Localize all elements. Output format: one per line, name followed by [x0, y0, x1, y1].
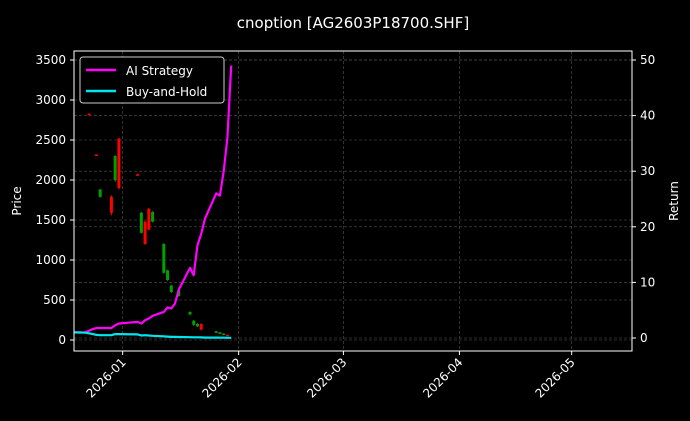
y-tick-label-left: 2500	[35, 133, 66, 147]
candle-body	[199, 324, 203, 330]
y-axis-left-ticks: 0 500 1000 1500 2000 2500 3000 3500	[35, 53, 74, 347]
axes-frame	[73, 50, 633, 352]
legend-buy-and-hold-label: Buy-and-Hold	[126, 85, 207, 99]
y-tick-label-right: 0	[640, 331, 648, 345]
y-tick-label-left: 2000	[35, 173, 66, 187]
return-lines	[73, 65, 233, 339]
candle-body	[98, 189, 102, 197]
y-tick-label-left: 1000	[35, 253, 66, 267]
y-tick-label-right: 40	[640, 109, 655, 123]
buy-and-hold-line	[73, 331, 232, 339]
candle-body	[136, 174, 140, 176]
y-tick-label-right: 10	[640, 275, 655, 289]
candlestick-series	[87, 113, 229, 337]
candle-body	[195, 324, 199, 327]
y-tick-label-left: 3500	[35, 53, 66, 67]
candle-body	[218, 332, 222, 334]
candle-body	[113, 156, 117, 180]
candle-body	[151, 212, 155, 222]
candle-body	[109, 196, 113, 213]
y-axis-right-ticks: 0 10 20 30 40 50	[632, 53, 655, 345]
candle-body	[188, 312, 192, 315]
y-tick-label-right: 30	[640, 164, 655, 178]
candle-body	[147, 208, 151, 230]
y-tick-label-left: 0	[58, 333, 66, 347]
candle-body	[117, 138, 121, 188]
candle-body	[139, 212, 143, 233]
chart-title: cnoption [AG2603P18700.SHF]	[237, 14, 469, 32]
candle-body	[166, 270, 170, 280]
candle-body	[169, 285, 173, 292]
y-tick-label-left: 500	[43, 293, 66, 307]
y-axis-left-label: Price	[10, 186, 24, 215]
candle-body	[214, 331, 218, 333]
candle-body	[192, 320, 196, 325]
y-tick-label-left: 3000	[35, 93, 66, 107]
candle-body	[87, 113, 91, 116]
y-axis-right-label: Return	[667, 181, 681, 221]
y-tick-label-left: 1500	[35, 213, 66, 227]
ai-strategy-line	[74, 65, 233, 334]
candle-body	[143, 221, 147, 244]
y-tick-label-right: 20	[640, 220, 655, 234]
legend-ai-strategy-label: AI Strategy	[126, 64, 193, 78]
legend: AI Strategy Buy-and-Hold	[79, 56, 225, 104]
candle-body	[225, 334, 229, 337]
y-tick-label-right: 50	[640, 53, 655, 67]
candle-body	[94, 154, 98, 156]
candle-body	[222, 333, 226, 336]
candle-body	[162, 244, 166, 273]
